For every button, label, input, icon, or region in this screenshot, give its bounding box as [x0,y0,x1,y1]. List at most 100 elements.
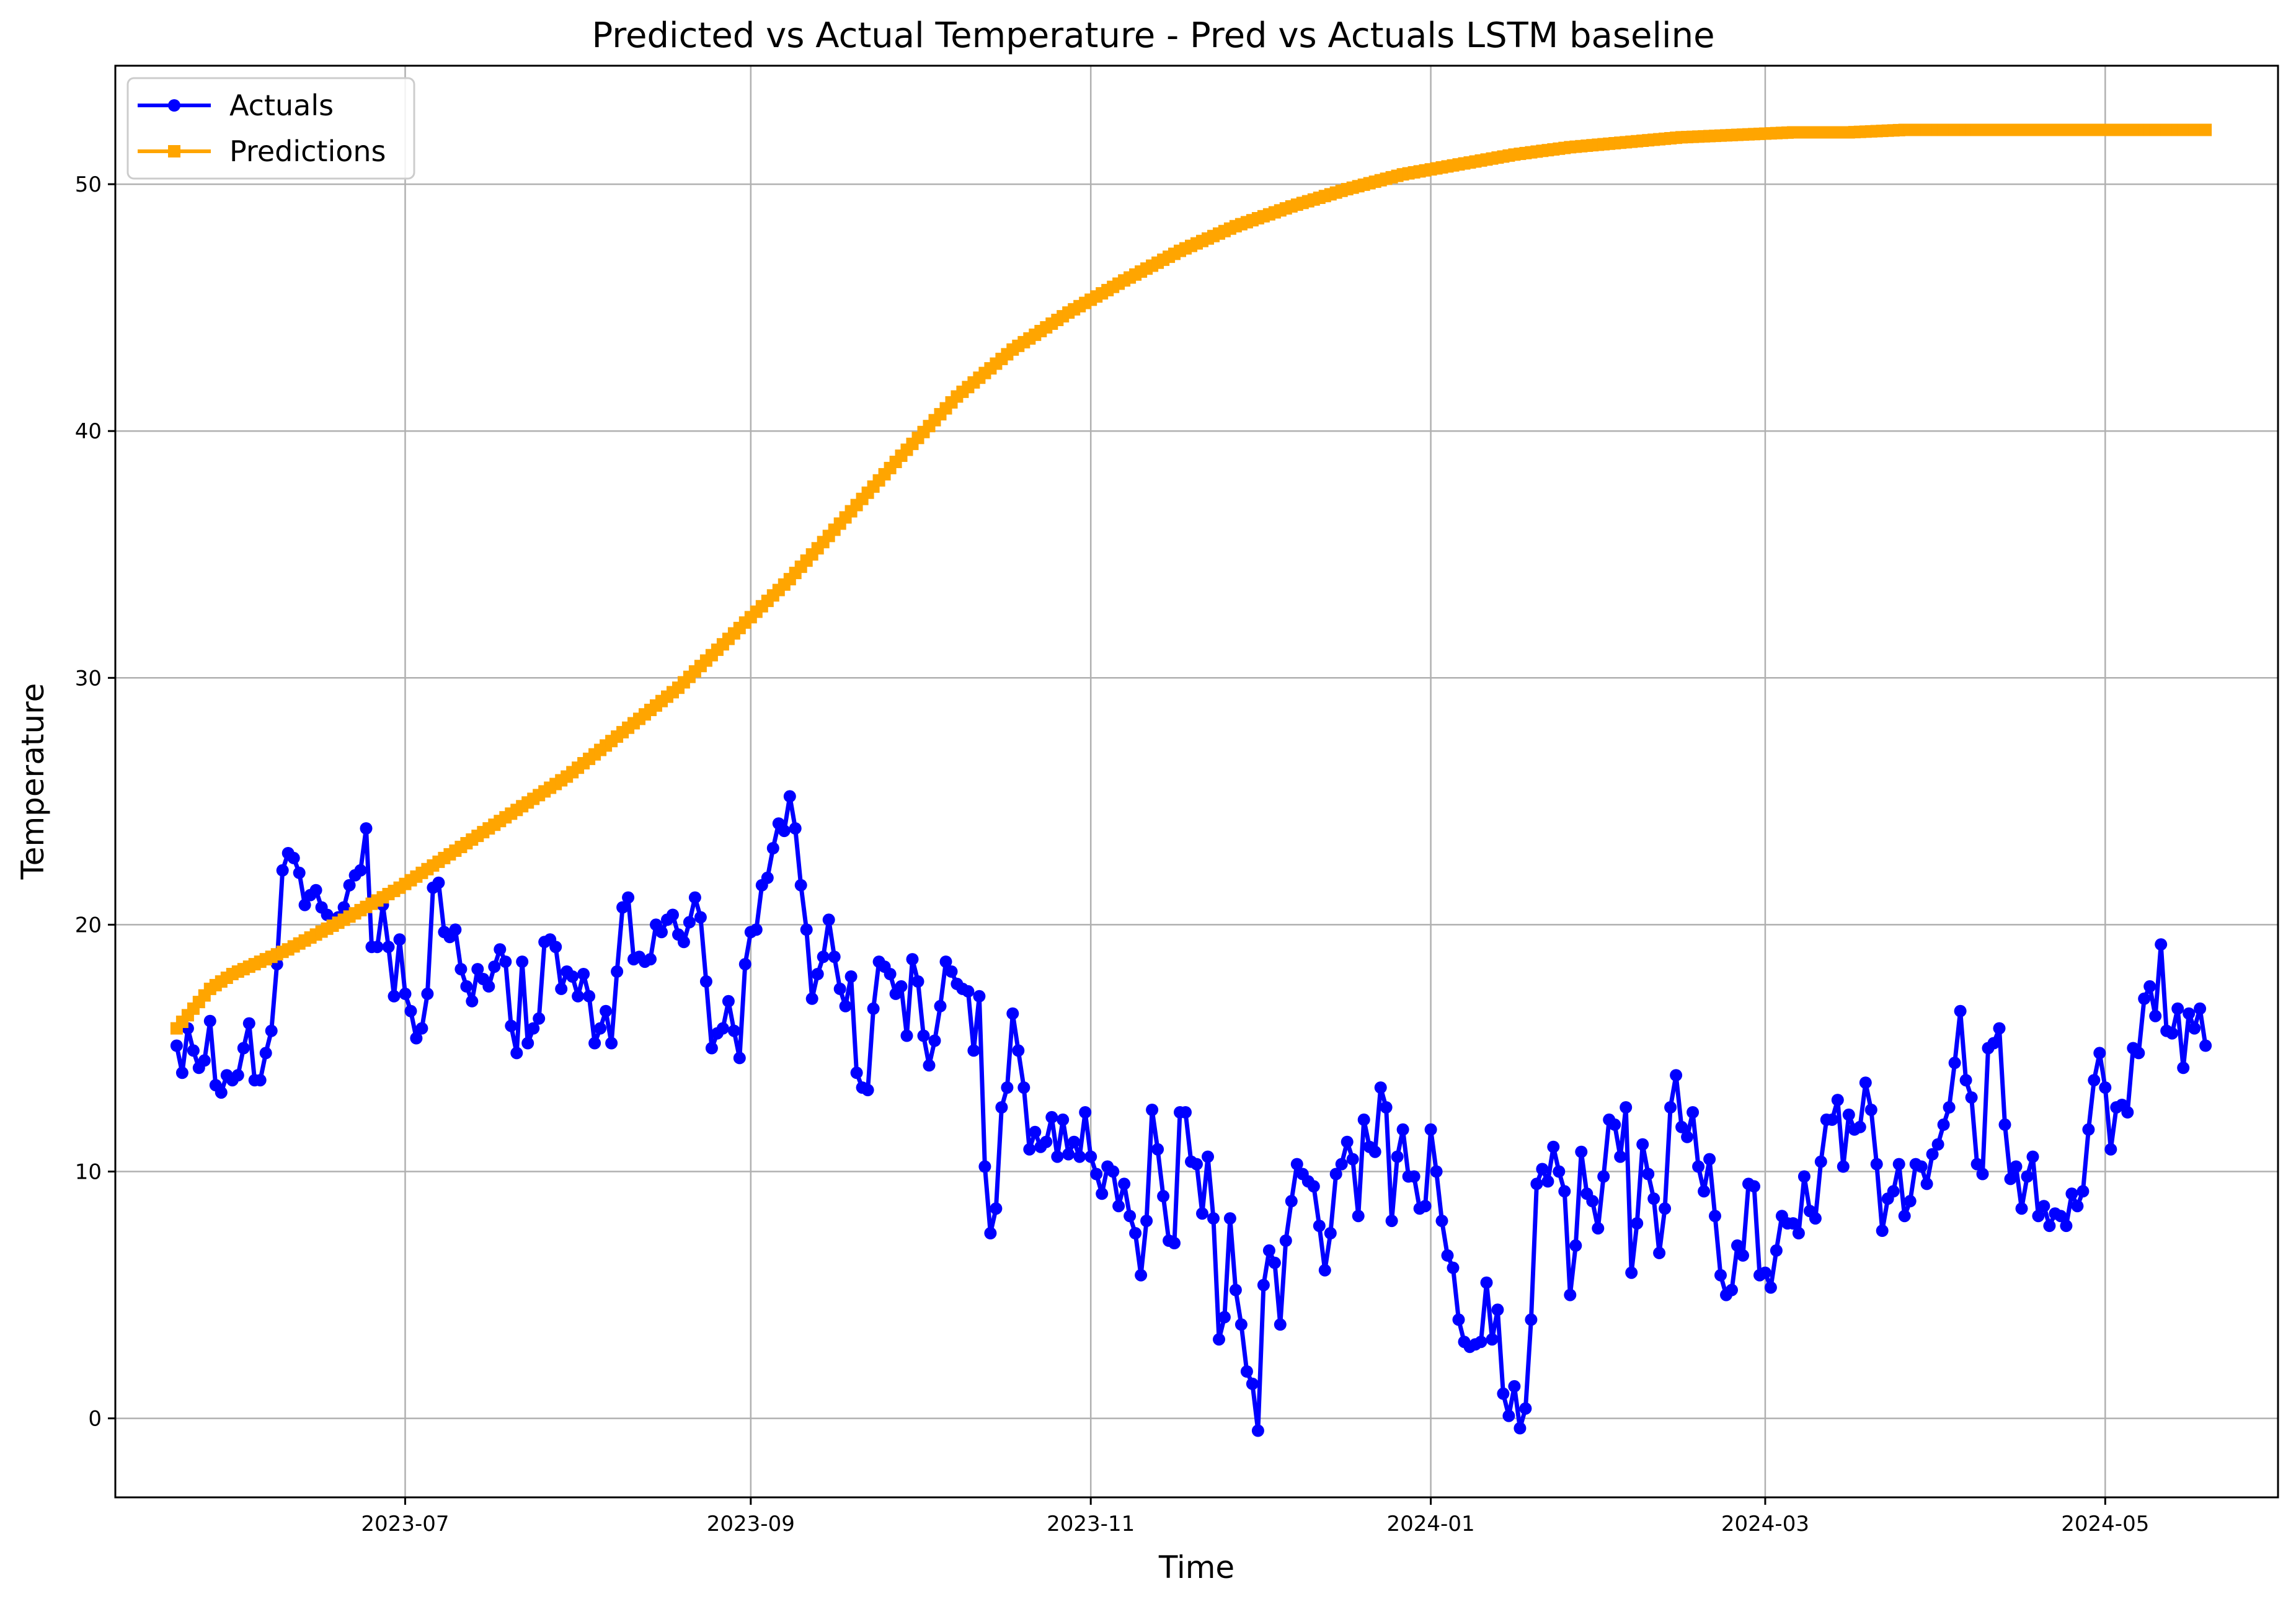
actuals-point [1731,1239,1744,1252]
actuals-point [677,936,690,949]
actuals-point [2199,1039,2212,1052]
actuals-point [1898,1210,1911,1223]
actuals-point [577,968,590,980]
actuals-point [733,1052,746,1065]
actuals-point [1592,1222,1605,1235]
actuals-point [895,980,908,993]
actuals-point [2037,1200,2050,1213]
actuals-point [1073,1150,1086,1163]
actuals-point [1937,1118,1950,1131]
actuals-point [1118,1177,1131,1190]
actuals-point [1558,1185,1571,1198]
actuals-point [2171,1002,2184,1015]
y-axis-label: Temperature [15,683,51,880]
actuals-point [1653,1246,1666,1259]
actuals-point [1357,1113,1370,1126]
actuals-point [1374,1081,1387,1094]
y-tick-label: 10 [75,1160,102,1185]
actuals-point [761,871,774,884]
actuals-point [766,842,779,854]
actuals-point [505,1019,518,1032]
actuals-point [1352,1210,1365,1223]
actuals-point [2071,1200,2084,1213]
actuals-point [1346,1153,1359,1166]
actuals-point [1959,1074,1972,1087]
actuals-point [2149,1009,2162,1022]
actuals-point [822,913,835,926]
actuals-point [2088,1074,2101,1087]
actuals-point [2188,1022,2201,1035]
predictions-point [2199,123,2212,136]
actuals-point [1229,1283,1242,1296]
actuals-point [1965,1091,1978,1104]
actuals-point [817,950,830,964]
actuals-point [1168,1237,1181,1249]
actuals-point [1620,1101,1633,1114]
actuals-point [454,963,468,976]
actuals-point [750,923,763,936]
actuals-point [783,790,796,803]
actuals-point [2183,1007,2196,1020]
actuals-point [1207,1212,1220,1225]
actuals-point [2132,1047,2145,1060]
actuals-point [1904,1195,1917,1208]
actuals-point [1474,1336,1487,1349]
actuals-point [1234,1318,1248,1331]
actuals-point [2054,1210,2067,1223]
y-tick-label: 50 [75,172,102,197]
actuals-point [1797,1170,1811,1183]
actuals-point [984,1227,997,1239]
actuals-point [549,941,562,954]
actuals-point [923,1059,936,1072]
actuals-point [1419,1200,1432,1213]
actuals-point [2082,1123,2095,1136]
actuals-point [1290,1158,1303,1171]
actuals-point [973,990,986,1003]
actuals-point [175,1066,188,1079]
actuals-point [527,1022,540,1035]
actuals-point [1274,1318,1287,1331]
y-tick-label: 0 [88,1407,102,1432]
actuals-point [1090,1168,1103,1181]
actuals-point [533,1012,546,1025]
actuals-point [1012,1044,1025,1057]
actuals-point [259,1047,272,1060]
actuals-point [1703,1153,1716,1166]
series-predictions [170,123,2212,1035]
actuals-point [1218,1311,1231,1324]
actuals-point [488,960,501,973]
legend-predictions-marker [168,145,180,157]
actuals-point [231,1069,244,1082]
actuals-point [1825,1113,1838,1126]
actuals-point [1792,1227,1805,1239]
actuals-point [432,876,445,889]
actuals-point [1998,1118,2011,1131]
actuals-point [655,926,668,939]
actuals-point [978,1160,991,1173]
actuals-point [861,1084,874,1097]
actuals-point [1553,1165,1566,1178]
actuals-point [399,987,412,1000]
actuals-point [605,1037,618,1050]
actuals-point [667,908,679,921]
actuals-point [499,955,512,968]
actuals-point [778,825,791,838]
actuals-point [828,950,841,964]
actuals-point [1129,1227,1142,1239]
actuals-point [1179,1106,1192,1119]
y-tick-label: 30 [75,666,102,691]
legend-actuals-label: Actuals [229,89,334,122]
actuals-point [1268,1256,1281,1269]
actuals-point [1246,1377,1259,1390]
actuals-point [421,987,434,1000]
actuals-point [1480,1276,1493,1289]
actuals-point [738,958,751,971]
actuals-point [298,898,311,911]
actuals-point [850,1066,863,1079]
actuals-point [1385,1215,1398,1228]
grid-lines [115,66,2278,1497]
actuals-point [1079,1106,1092,1119]
actuals-point [789,822,802,835]
x-tick-label: 2024-01 [1387,1512,1475,1536]
